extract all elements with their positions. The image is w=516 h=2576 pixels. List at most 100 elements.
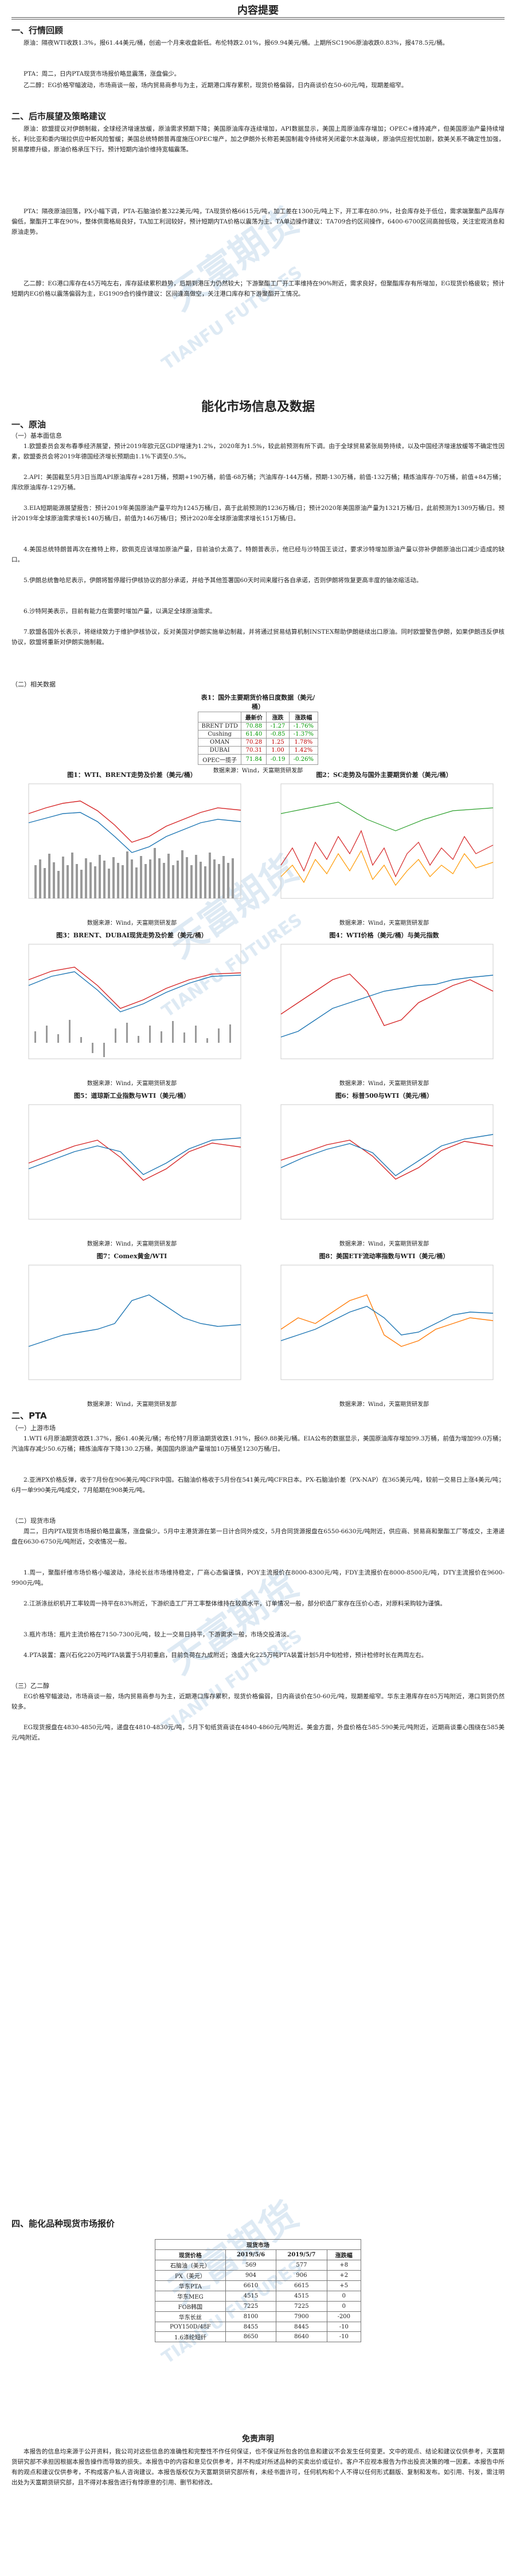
disclaimer-text: 本报告的信息均来源于公开资料，我公司对这些信息的准确性和完整性不作任何保证，也不…	[11, 2448, 505, 2486]
table-row: OMAN 70.28 1.25 1.78%	[197, 738, 319, 747]
pta-item: 2.亚洲PX价格反弹，收于7月份在906美元/吨CFR中国。石脑油价格收于5月份…	[11, 1477, 505, 1494]
table-header: 涨跌	[266, 712, 290, 722]
disclaimer-title: 免责声明	[242, 2434, 274, 2444]
table-row: Cushing 61.40 -0.85 -1.37%	[197, 730, 319, 739]
section-heading: 二、PTA	[11, 1411, 47, 1421]
meg-item: EG现货报盘在4830-4850元/吨，递盘在4810-4830元/吨，5月下旬…	[11, 1724, 505, 1741]
subsection-heading: （三）乙二醇	[11, 1682, 49, 1690]
outlook-pta: PTA：隔夜原油回落，PX小幅下调，PTA-石脑油价差322美元/吨，TA现货价…	[11, 208, 505, 235]
series-line	[280, 1134, 494, 1176]
futures-price-table: 表1：国外主要期货价格日度数据（美元/桶） 最新价 涨跌 涨跌幅 BRENT D…	[197, 692, 319, 775]
chart-plot	[280, 1265, 494, 1380]
chart-title: 图2：SC走势及与国外主要期货价差（美元/桶）	[316, 771, 452, 779]
chart-source: 数据来源：Wind，天富期货研发部	[339, 1401, 429, 1408]
pta-item: 1.WTI 6月原油期货收跌1.37%，报61.40美元/桶；布伦特7月原油期货…	[11, 1435, 505, 1452]
table-caption: 现货市场	[155, 2239, 361, 2250]
pta-item: 3.瓶片市场：瓶片主流价格在7150-7300元/吨，较上一交易日持平，下游需求…	[24, 1631, 293, 1638]
divider	[11, 17, 505, 18]
table-row: BRENT DTD 70.88 -1.27 -1.76%	[197, 722, 319, 731]
chart-8: 图8：美国ETF流动率指数与WTI（美元/桶） 数据来源：Wind，天富期货研发…	[264, 1251, 505, 1408]
oil-item: 6.沙特阿美表示，目前有能力在需要时增加产量，以满足全球原油需求。	[24, 608, 216, 615]
subsection-heading: （一）基本面信息	[11, 432, 62, 439]
chart-source: 数据来源：Wind，天富期货研发部	[339, 1241, 429, 1247]
chart-3: 图3：BRENT、DUBAI现货走势及价差（美元/桶） 数据来源：Wind，天富…	[11, 930, 252, 1087]
summary-pta: PTA：周二，日内PTA现货市场报价略显震荡，涨盘偏少。	[24, 70, 181, 77]
chart-bars	[34, 1020, 231, 1057]
series-line	[280, 1306, 494, 1341]
series-line	[28, 971, 241, 1012]
series-line	[280, 1294, 494, 1347]
oil-item: 7.欧盟各国外长表示，将继续致力于维护伊核协议，反对美国对伊朗实施单边制裁，并将…	[11, 629, 505, 646]
pta-item: 周二，日内PTA现货市场报价略显震荡，涨盘偏少。5月中主港货源在第一日计合同外成…	[11, 1528, 505, 1545]
series-line	[280, 1140, 494, 1180]
chart-1: 图1：WTI、BRENT走势及价差（美元/桶）	[11, 770, 252, 926]
chart-plot	[28, 1104, 241, 1220]
table-header: 涨跌幅	[288, 712, 319, 722]
chart-source: 数据来源：Wind，天富期货研发部	[87, 1401, 177, 1408]
chart-title: 图8：美国ETF流动率指数与WTI（美元/桶）	[319, 1252, 449, 1260]
chart-6: 图6：标普500与WTI（美元/桶） 数据来源：Wind，天富期货研发部	[264, 1091, 505, 1247]
chart-plot	[28, 944, 241, 1059]
table-row: 1.6涤纶短纤 8650 8640 -10	[155, 2331, 362, 2342]
series-line	[280, 830, 494, 878]
table-header: 现货价格	[155, 2249, 226, 2260]
chart-2: 图2：SC走势及与国外主要期货价差（美元/桶） 数据来源：Wind，天富期货研发…	[264, 770, 505, 926]
chart-source: 数据来源：Wind，天富期货研发部	[339, 1081, 429, 1087]
chart-plot	[280, 944, 494, 1059]
table-row: 华东长丝 8100 7900 -200	[155, 2311, 362, 2322]
subsection-heading: （二）相关数据	[11, 681, 56, 688]
series-line	[28, 1294, 241, 1347]
table-row: 华东PTA 6610 6615 +5	[155, 2280, 362, 2291]
oil-item: 3.EIA短期能源展望报告：预计2019年美国原油产量平均为1245万桶/日，高…	[11, 505, 505, 522]
table-header	[197, 712, 242, 722]
table-row: PX（美元） 904 906 +2	[155, 2270, 362, 2281]
chart-source: 数据来源：Wind，天富期货研发部	[87, 1241, 177, 1247]
series-line	[28, 1137, 241, 1175]
section-heading: 一、行情回顾	[11, 25, 64, 36]
chart-7: 图7：Comex黄金/WTI 数据来源：Wind，天富期货研发部	[11, 1251, 252, 1408]
chart-title: 图3：BRENT、DUBAI现货走势及价差（美元/桶）	[56, 932, 208, 939]
chart-title: 图1：WTI、BRENT走势及价差（美元/桶）	[67, 771, 197, 779]
table-caption: 表1：国外主要期货价格日度数据（美元/桶）	[201, 694, 315, 710]
section-heading: 二、后市展望及策略建议	[11, 111, 107, 121]
chart-5: 图5：道琼斯工业指数与WTI（美元/桶） 数据来源：Wind，天富期货研发部	[11, 1091, 252, 1247]
chart-source: 数据来源：Wind，天富期货研发部	[87, 920, 177, 926]
spot-price-table: 现货市场 现货价格 2019/5/6 2019/5/7 涨跌幅 石脑油（美元） 5…	[155, 2239, 362, 2342]
subsection-heading: （一）上游市场	[11, 1424, 56, 1432]
series-line	[28, 1140, 241, 1181]
series-line	[280, 975, 494, 1038]
chart-title: 图6：标普500与WTI（美元/桶）	[335, 1092, 433, 1099]
table-row: OPEC一揽子 71.84 -0.19 -0.26%	[197, 754, 319, 765]
oil-item: 2.API：美国截至5月3日当周API原油库存+281万桶，预期+190万桶，前…	[11, 474, 505, 491]
pta-item: 4.PTA装置：嘉兴石化220万吨PTA装置于5月初重启，目前负荷在九成附近；逸…	[24, 1652, 428, 1659]
table-source: 数据来源：Wind，天富期货研发部	[213, 768, 303, 774]
watermark: 天富期货 TIANFU FUTURES	[158, 1564, 306, 1738]
table-header: 2019/5/7	[276, 2249, 327, 2260]
table-row: POY150D/48F 8455 8445 -10	[155, 2322, 362, 2332]
chart-plot	[28, 783, 241, 899]
series-line	[28, 967, 241, 1009]
table-row: DUBAI 70.31 1.00 1.42%	[197, 746, 319, 755]
table-row: FOB韩国 7225 7225 0	[155, 2301, 362, 2312]
table-row: 华东MEG 4515 4515 0	[155, 2291, 362, 2302]
meg-item: EG价格窄幅波动，市场商谈一般，场内贸易商参与为主，近期港口库存累积，现货价格偏…	[11, 1693, 505, 1710]
outlook-oil: 原油：欧盟提议对伊朗制裁，全球经济增速放缓，原油需求预期下降；美国原油库存连续增…	[11, 125, 505, 153]
series-line	[280, 802, 494, 831]
chart-plot	[280, 783, 494, 899]
chart-title: 图4：WTI价格（美元/桶）与美元指数	[329, 932, 439, 939]
chart-source: 数据来源：Wind，天富期货研发部	[87, 1081, 177, 1087]
outlook-meg: 乙二醇：EG港口库存在45万吨左右，库存延续累积趋势，后期到港压力仍然较大；下游…	[11, 280, 505, 297]
section-heading: 四、能化品种现货市场报价	[11, 2218, 115, 2229]
series-line	[280, 973, 494, 1026]
table-header: 2019/5/6	[225, 2249, 277, 2260]
oil-item: 4.美国总统特朗普再次在推特上称，欧佩克应该增加原油产量，目前油价太高了。特朗普…	[11, 546, 505, 563]
series-line	[28, 812, 241, 853]
pta-item: 1.周一，聚酯纤维市场价格小幅波动，涤纶长丝市场维持稳定，厂商心态偏谨慎，POY…	[11, 1569, 505, 1587]
subsection-heading: （二）现货市场	[11, 1517, 56, 1525]
section-heading: 一、原油	[11, 419, 46, 430]
table-header: 最新价	[241, 712, 267, 722]
series-line	[28, 800, 241, 843]
pta-item: 2.江浙涤丝织机开工率较周一持平在83%附近，下游织造工厂开工率整体维持在较高水…	[24, 1600, 446, 1607]
summary-meg: 乙二醇：EG价格窄幅波动，市场商谈一般，场内贸易商参与为主，近期港口库存累积，现…	[24, 82, 408, 89]
table-row: 石脑油（美元） 569 577 +8	[155, 2260, 362, 2271]
